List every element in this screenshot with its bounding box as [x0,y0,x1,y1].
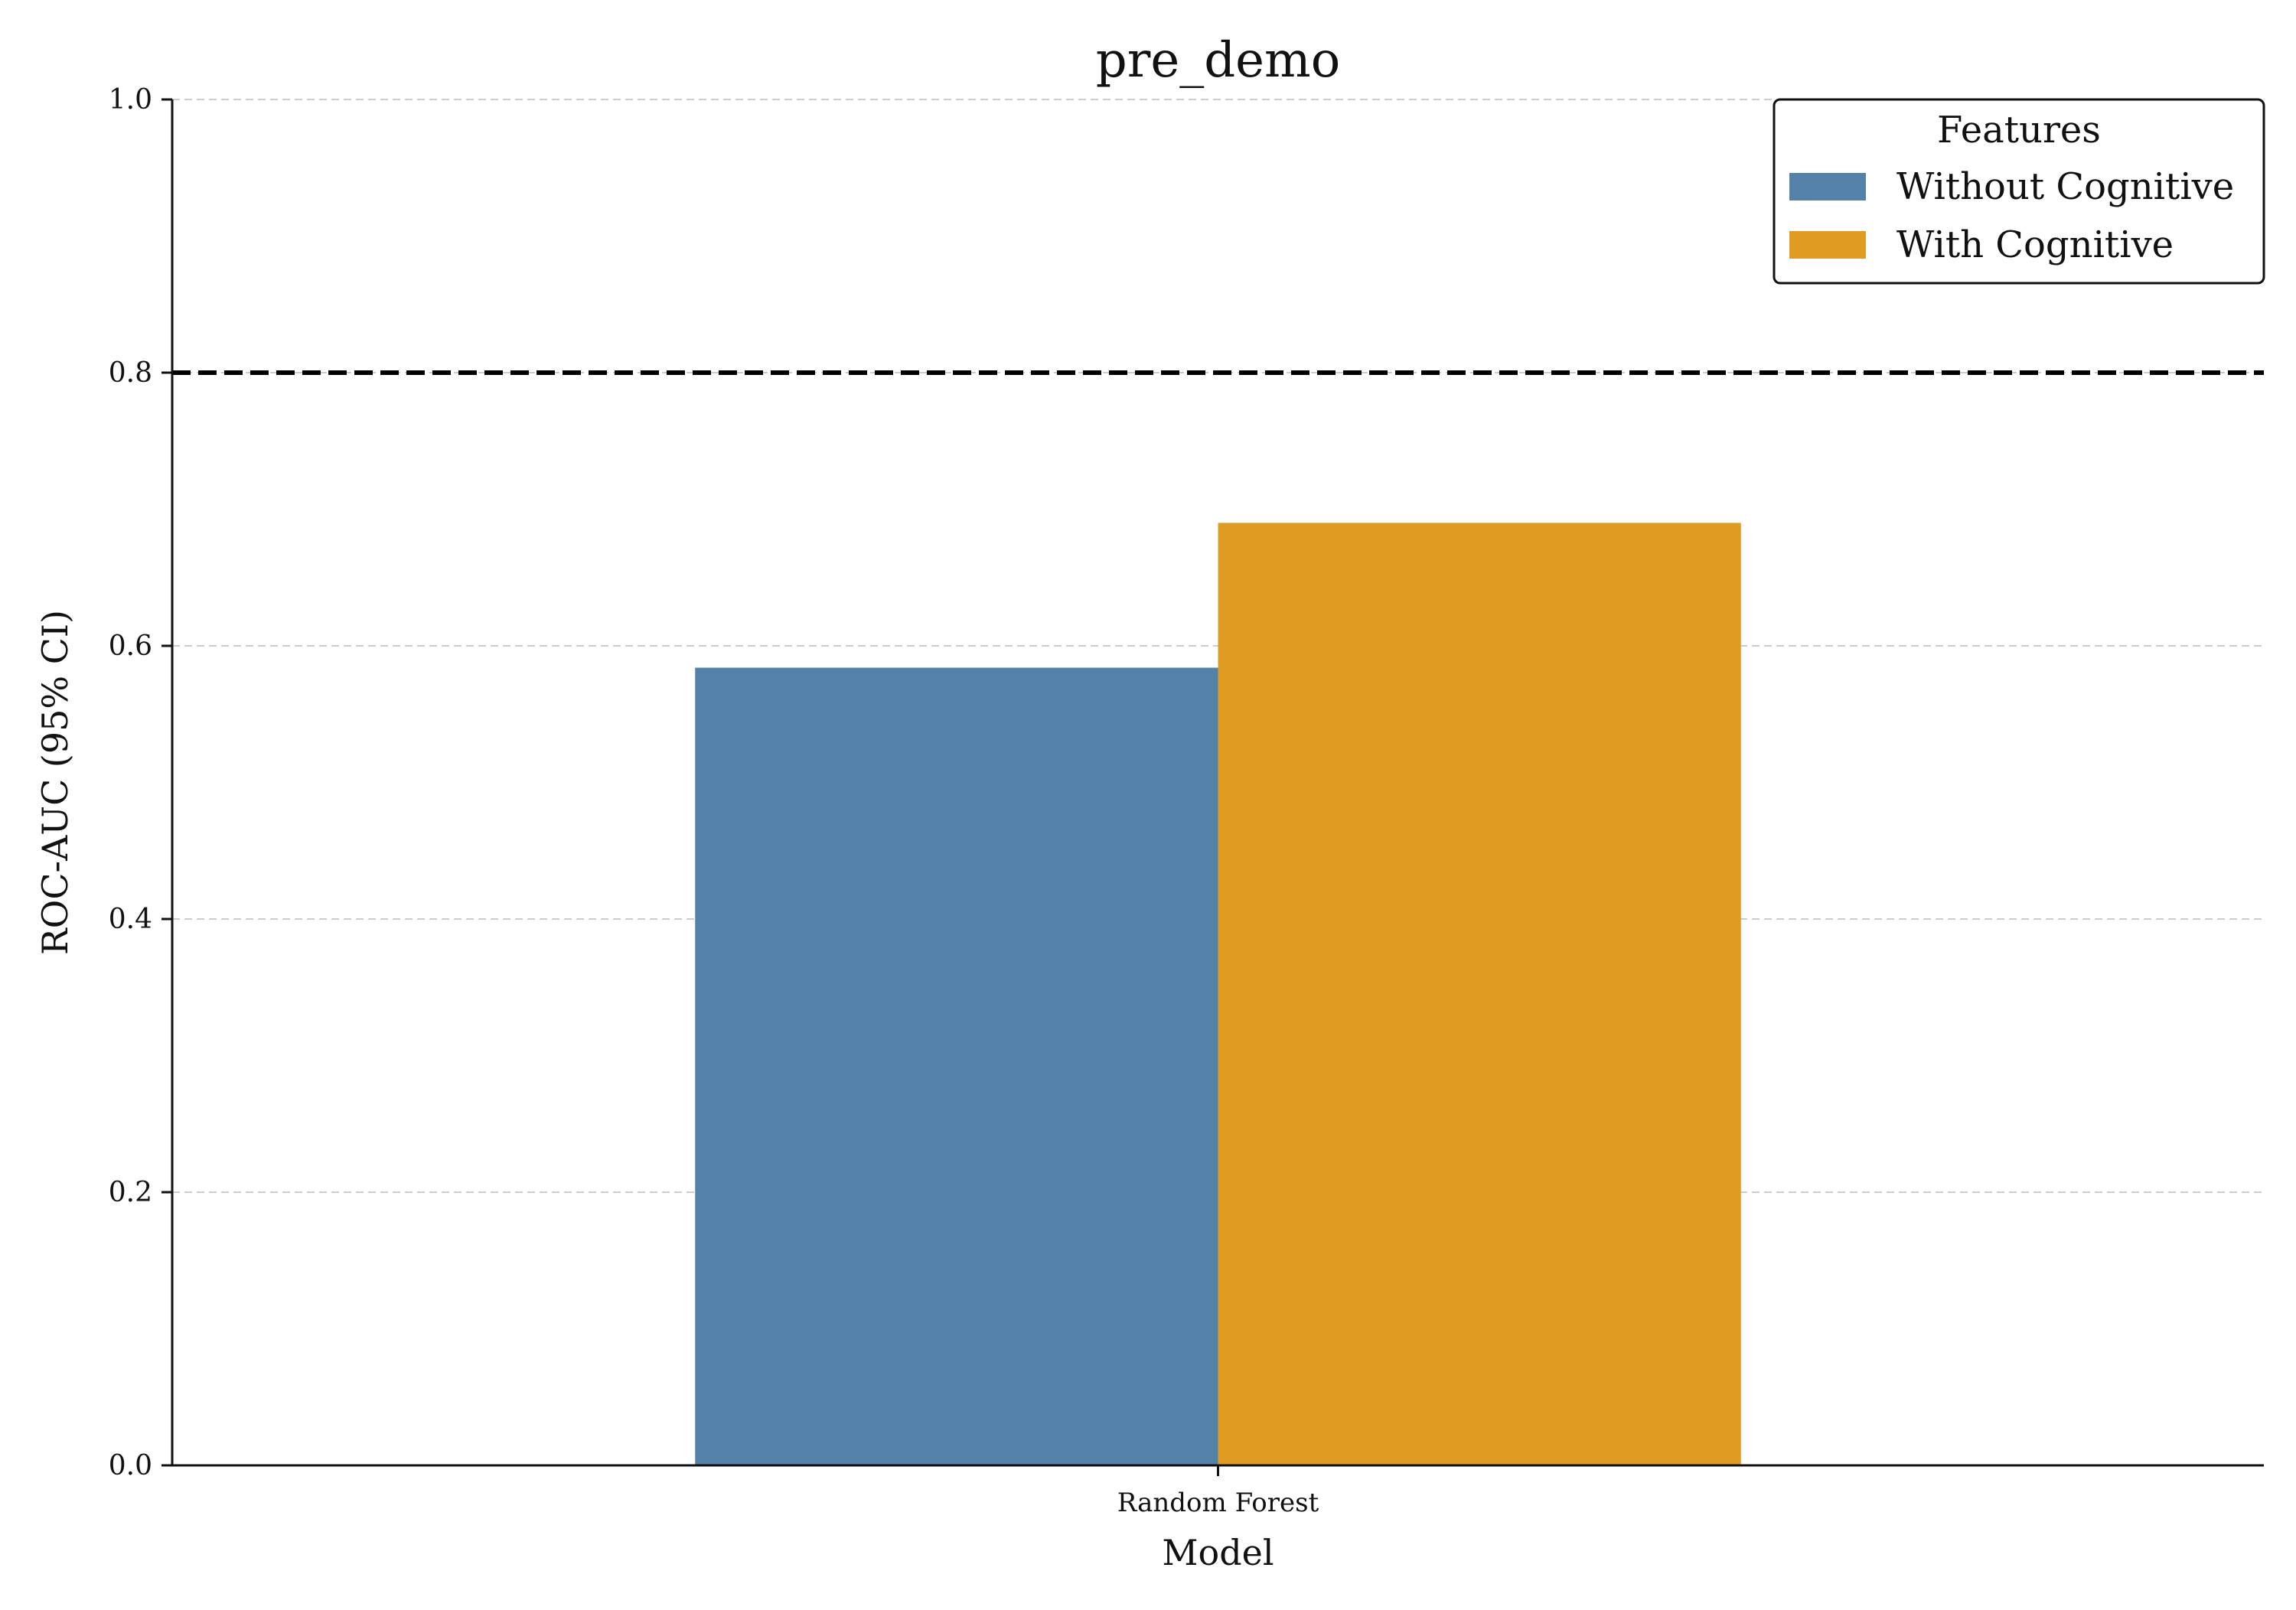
y-axis-ticks: 0.0 0.2 0.4 0.6 0.8 1.0 [109,84,172,1481]
y-tick-label: 0.6 [109,631,152,662]
legend: Features Without Cognitive With Cognitive [1773,98,2265,285]
y-axis-title: ROC-AUC (95% CI) [34,610,76,955]
y-tick-label: 0.2 [109,1177,152,1208]
legend-items: Without Cognitive With Cognitive [1789,165,2234,266]
legend-swatch [1789,231,1866,259]
legend-label: Without Cognitive [1896,165,2234,208]
y-tick-label: 0.0 [109,1450,152,1481]
bars [695,523,1741,1465]
bar [695,667,1218,1465]
chart-title: pre_demo [1096,32,1341,89]
legend-label: With Cognitive [1896,223,2174,266]
x-axis-title: Model [1162,1532,1274,1573]
y-tick-label: 0.4 [109,904,152,935]
bar [1218,523,1741,1465]
legend-frame [1773,98,2265,285]
x-axis-ticks: Random Forest [1117,1465,1319,1518]
y-tick-label: 0.8 [109,357,152,389]
legend-swatch [1789,173,1866,200]
x-tick-label: Random Forest [1117,1488,1319,1518]
legend-title: Features [1937,109,2101,152]
y-tick-label: 1.0 [109,84,152,116]
